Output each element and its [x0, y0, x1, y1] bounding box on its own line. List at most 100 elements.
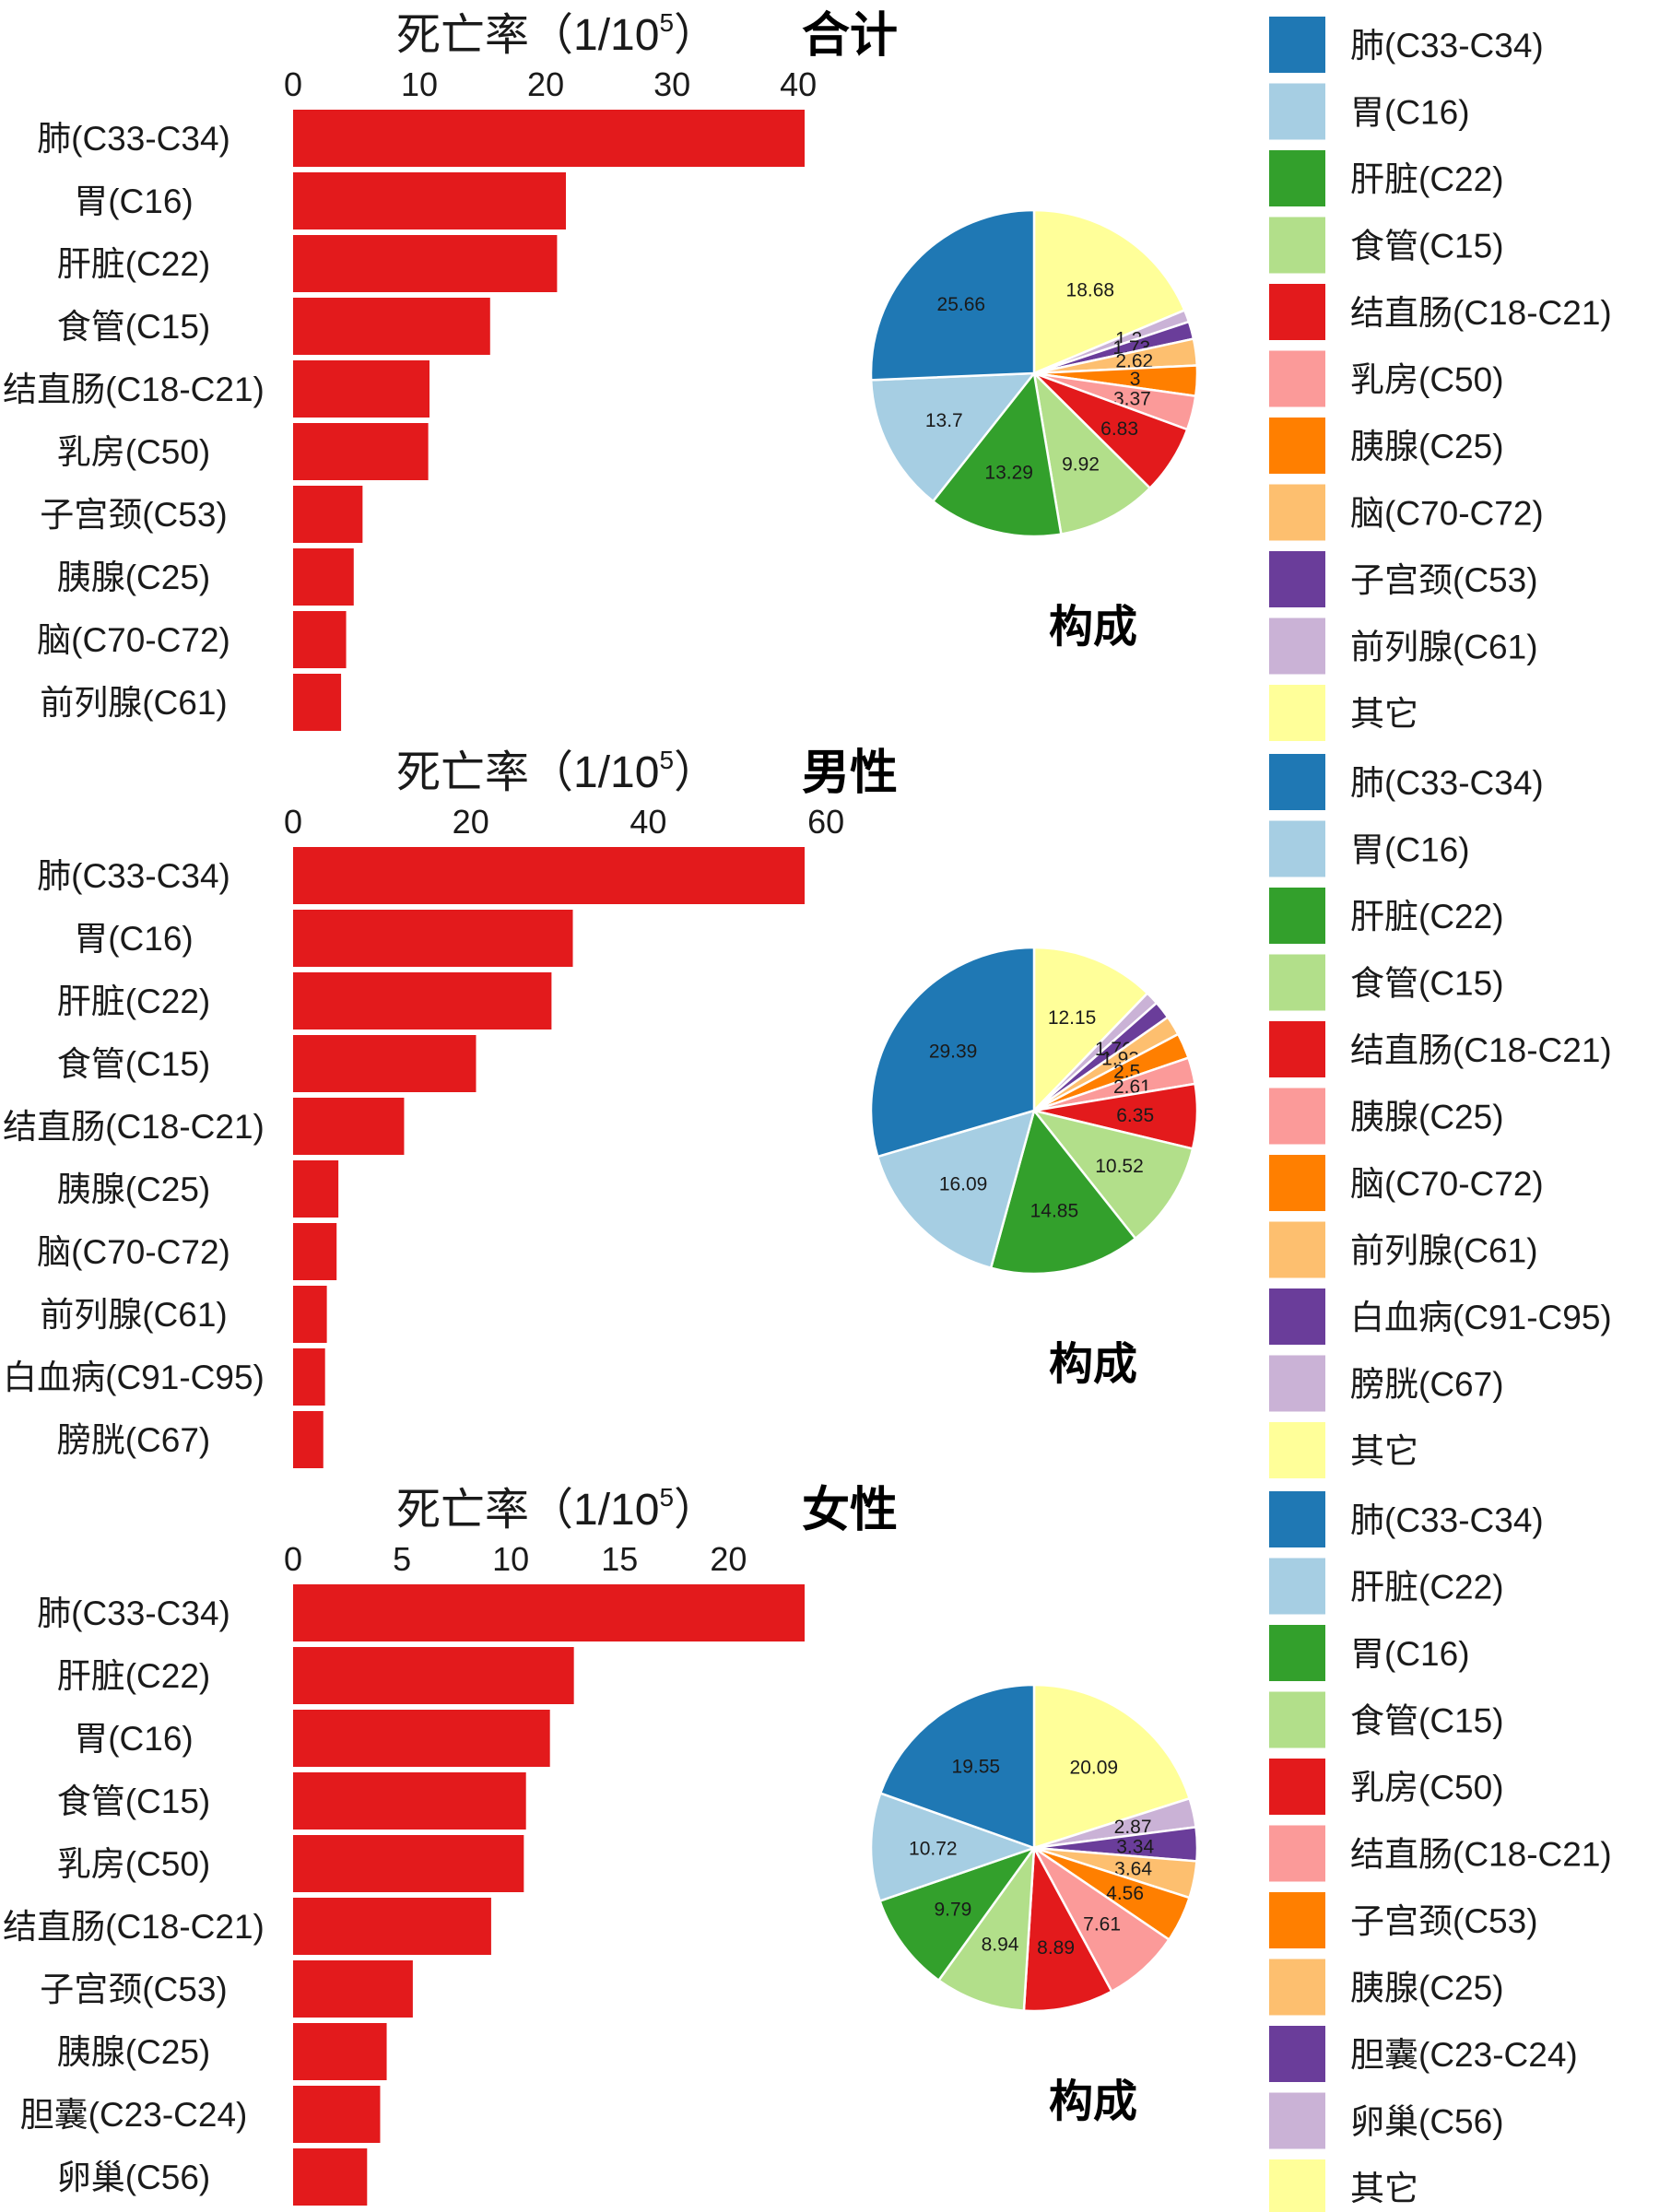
- legend-label: 结直肠(C18-C21): [1350, 1836, 1612, 1874]
- legend-label: 卵巢(C56): [1350, 2103, 1504, 2141]
- legend-swatch: [1269, 1422, 1325, 1478]
- legend-label: 脑(C70-C72): [1350, 495, 1544, 533]
- legend-label: 其它: [1350, 2170, 1418, 2207]
- legend-swatch: [1269, 1288, 1325, 1345]
- category-label: 肝脏(C22): [57, 982, 211, 1020]
- legend-swatch: [1269, 150, 1325, 206]
- pie-slice: [869, 1791, 1038, 1903]
- legend-swatch: [1269, 1021, 1325, 1077]
- bar: [293, 1710, 550, 1767]
- legend-label: 其它: [1350, 695, 1418, 733]
- legend-label: 脑(C70-C72): [1350, 1165, 1544, 1203]
- category-label: 食管(C15): [57, 1783, 211, 1820]
- legend-label: 胃(C16): [1350, 1635, 1470, 1673]
- bar: [293, 548, 354, 606]
- axis-title: 死亡率（1/105）: [396, 8, 718, 60]
- bar: [293, 910, 573, 967]
- pie-title: 构成: [1049, 2076, 1137, 2127]
- bar: [293, 486, 363, 543]
- legend-swatch: [1269, 1221, 1325, 1278]
- category-label: 子宫颈(C53): [40, 1971, 228, 2008]
- legend-label: 肝脏(C22): [1350, 898, 1504, 935]
- bar: [293, 1160, 339, 1218]
- legend-swatch: [1269, 1691, 1325, 1748]
- legend-label: 胃(C16): [1350, 94, 1470, 132]
- legend-swatch: [1269, 484, 1325, 541]
- pie-slice: [878, 1683, 1036, 1850]
- pie-value-label: 3.34: [1116, 1836, 1154, 1857]
- category-label: 胃(C16): [74, 1720, 194, 1758]
- bar: [293, 423, 429, 480]
- pie-slice: [869, 371, 1037, 503]
- category-label: 前列腺(C61): [40, 1296, 228, 1334]
- category-label: 肺(C33-C34): [37, 120, 230, 158]
- legend-swatch: [1269, 1625, 1325, 1681]
- legend-label: 胰腺(C25): [1350, 428, 1504, 465]
- category-label: 胰腺(C25): [57, 559, 211, 596]
- x-tick-label: 5: [393, 1540, 411, 1578]
- bar: [293, 360, 429, 418]
- legend-swatch: [1269, 2092, 1325, 2149]
- panel-2: 死亡率（1/105） 男性 0 20 40 60 肺(C33-C34) 胃(C16) 肝脏(C2…: [3, 745, 1612, 1478]
- bar: [293, 674, 342, 731]
- axis-title: 死亡率（1/105）: [396, 746, 718, 797]
- category-label: 食管(C15): [57, 308, 211, 346]
- legend-swatch: [1269, 1088, 1325, 1145]
- legend-swatch: [1269, 17, 1325, 73]
- legend-label: 肝脏(C22): [1350, 160, 1504, 198]
- bar: [293, 172, 566, 229]
- x-tick-label: 20: [527, 65, 564, 103]
- bar: [293, 1647, 574, 1704]
- panel-title: 女性: [802, 1482, 898, 1538]
- category-label: 胃(C16): [74, 920, 194, 958]
- pie-value-label: 6.83: [1100, 418, 1138, 440]
- pie-value-label: 16.09: [939, 1173, 988, 1194]
- bar: [293, 1411, 324, 1468]
- pie-value-label: 14.85: [1030, 1201, 1079, 1222]
- pie-slice: [1032, 946, 1149, 1114]
- x-tick-label: 0: [284, 65, 302, 103]
- legend-label: 乳房(C50): [1350, 1769, 1504, 1806]
- legend-label: 子宫颈(C53): [1350, 1902, 1538, 1940]
- legend-label: 胰腺(C25): [1350, 1970, 1504, 2007]
- x-tick-label: 0: [284, 803, 302, 841]
- legend-label: 胃(C16): [1350, 831, 1470, 869]
- category-label: 膀胱(C67): [57, 1421, 211, 1459]
- x-tick-label: 10: [401, 65, 438, 103]
- pie-value-label: 12.15: [1048, 1007, 1097, 1029]
- bar: [293, 1348, 325, 1406]
- category-label: 子宫颈(C53): [40, 496, 228, 534]
- category-label: 肺(C33-C34): [37, 1594, 230, 1632]
- pie-value-label: 2.87: [1114, 1817, 1152, 1838]
- bar: [293, 1098, 405, 1155]
- legend-swatch: [1269, 1959, 1325, 2016]
- pie-slice: [936, 1843, 1036, 2012]
- legend-swatch: [1269, 2159, 1325, 2212]
- pie-value-label: 20.09: [1070, 1757, 1119, 1778]
- legend-swatch: [1269, 2026, 1325, 2082]
- legend-swatch: [1269, 83, 1325, 140]
- bar: [293, 972, 552, 1030]
- panel-title: 合计: [802, 7, 898, 64]
- bar: [293, 298, 490, 355]
- legend-swatch: [1269, 1491, 1325, 1547]
- pie-value-label: 6.35: [1116, 1105, 1154, 1126]
- category-label: 脑(C70-C72): [37, 621, 230, 659]
- pie-slice: [878, 1845, 1038, 1983]
- pie-value-label: 18.68: [1066, 280, 1115, 301]
- x-tick-label: 20: [710, 1540, 747, 1578]
- category-label: 前列腺(C61): [40, 684, 228, 722]
- category-label: 肝脏(C22): [57, 1657, 211, 1695]
- bar: [293, 2086, 381, 2143]
- category-label: 结直肠(C18-C21): [3, 1108, 265, 1146]
- legend-label: 食管(C15): [1350, 228, 1504, 265]
- legend-swatch: [1269, 418, 1325, 474]
- category-label: 食管(C15): [57, 1045, 211, 1083]
- pie-value-label: 10.52: [1095, 1156, 1144, 1177]
- x-tick-label: 10: [492, 1540, 529, 1578]
- legend-label: 结直肠(C18-C21): [1350, 1031, 1612, 1069]
- category-label: 乳房(C50): [57, 433, 211, 471]
- bar: [293, 235, 558, 292]
